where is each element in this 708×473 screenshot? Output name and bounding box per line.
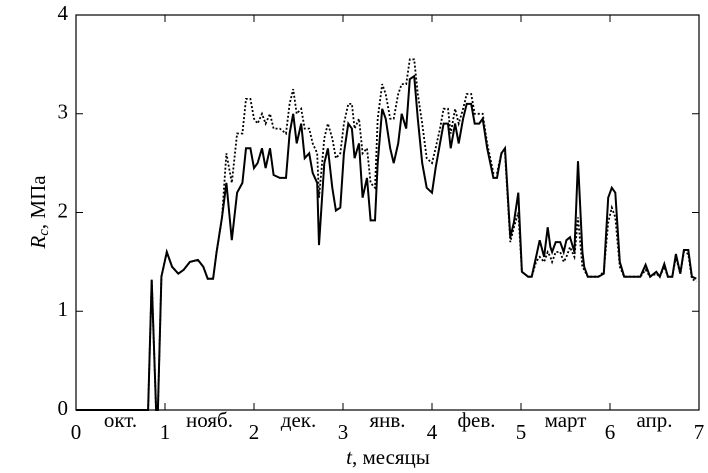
x-tick-label: 4	[427, 420, 438, 444]
month-label: фев.	[457, 408, 495, 432]
month-label: нояб.	[186, 408, 233, 432]
month-label: март	[545, 408, 587, 432]
plot-frame	[75, 14, 700, 411]
x-label-symbol: t	[346, 445, 353, 469]
y-label-rest: , МПа	[26, 175, 50, 229]
month-label: дек.	[281, 408, 316, 432]
y-tick-label: 3	[58, 100, 69, 124]
month-label: янв.	[369, 408, 405, 432]
y-tick-label: 1	[58, 297, 69, 321]
data-line	[76, 74, 697, 411]
month-label: апр.	[636, 408, 672, 432]
x-tick-label: 1	[160, 420, 171, 444]
x-axis-label: t, месяцы	[346, 445, 430, 469]
y-tick-label: 4	[58, 1, 69, 25]
y-tick-label: 0	[58, 396, 69, 420]
x-tick-label: 7	[694, 420, 705, 444]
x-tick-label: 2	[249, 420, 260, 444]
x-tick-label: 5	[516, 420, 527, 444]
x-tick-label: 0	[71, 420, 82, 444]
y-axis-label: Rc, МПа	[26, 175, 53, 250]
month-label: окт.	[104, 408, 137, 432]
x-label-rest: , месяцы	[352, 445, 430, 469]
data-line	[76, 58, 697, 411]
y-label-subscript: c	[36, 229, 52, 236]
y-tick-label: 2	[58, 198, 69, 222]
x-tick-label: 3	[338, 420, 349, 444]
y-label-symbol: R	[26, 236, 50, 250]
x-tick-label: 6	[605, 420, 616, 444]
